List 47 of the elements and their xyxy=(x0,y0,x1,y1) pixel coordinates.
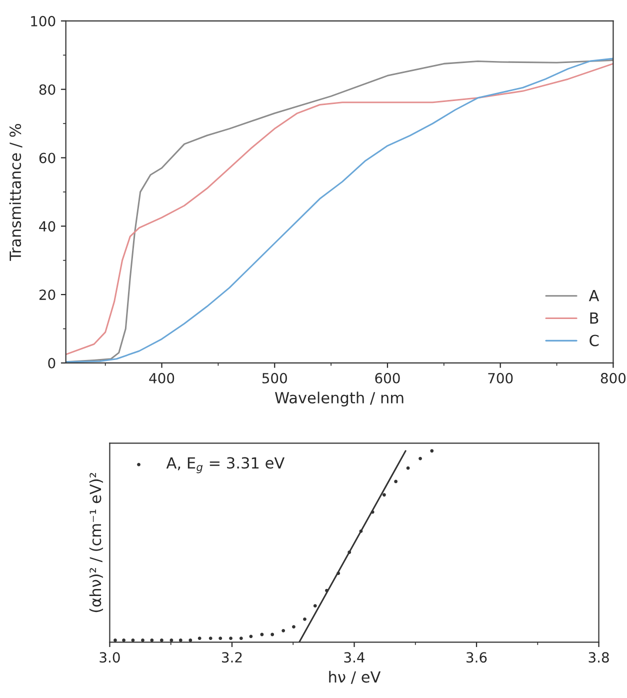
point xyxy=(406,466,410,470)
x-tick-label: 3.4 xyxy=(344,652,365,663)
point xyxy=(382,493,386,497)
point xyxy=(418,456,422,460)
x-axis-title: hν / eV xyxy=(329,670,381,684)
legend-label: C xyxy=(590,334,599,346)
point xyxy=(114,638,117,642)
point xyxy=(394,480,398,484)
point xyxy=(131,638,135,642)
x-tick-label: 3.0 xyxy=(100,652,120,663)
x-tick-label: 700 xyxy=(488,372,513,384)
point xyxy=(430,449,434,453)
legend-label: A xyxy=(588,290,600,302)
x-tick-label: 3.8 xyxy=(588,652,609,663)
y-axis-title: (αhν)² / (cm⁻¹ eV)² xyxy=(89,472,104,612)
y-tick-label: 60 xyxy=(39,152,56,164)
x-tick-label: 500 xyxy=(262,372,287,384)
y-tick-label: 80 xyxy=(39,84,56,95)
y-axis-title: Transmittance / % xyxy=(9,124,22,261)
x-tick-label: 600 xyxy=(375,372,400,384)
point xyxy=(282,628,286,632)
x-tick-label: 3.6 xyxy=(466,652,487,663)
point xyxy=(188,638,192,642)
x-tick-label: 3.2 xyxy=(222,652,242,663)
point xyxy=(249,634,253,638)
x-tick-label: 400 xyxy=(149,372,174,384)
point xyxy=(313,604,317,608)
point xyxy=(270,632,274,636)
point xyxy=(292,625,296,629)
point xyxy=(170,638,174,642)
point xyxy=(160,638,164,642)
y-tick-label: 20 xyxy=(39,290,56,300)
point xyxy=(218,636,222,640)
legend-label: B xyxy=(590,312,598,324)
x-tick-label: 800 xyxy=(600,372,626,384)
x-axis-title: Wavelength / nm xyxy=(275,392,404,406)
point xyxy=(303,618,306,621)
point xyxy=(229,636,232,640)
point xyxy=(198,636,202,640)
y-tick-label: 100 xyxy=(31,16,56,26)
y-tick-label: 40 xyxy=(39,221,56,232)
y-tick-label: 0 xyxy=(48,358,56,368)
point xyxy=(141,638,144,642)
point xyxy=(208,636,212,640)
point xyxy=(239,636,243,640)
legend-label: A, E$_{g}$ = 3.31 eV xyxy=(166,457,285,474)
point xyxy=(122,638,126,642)
